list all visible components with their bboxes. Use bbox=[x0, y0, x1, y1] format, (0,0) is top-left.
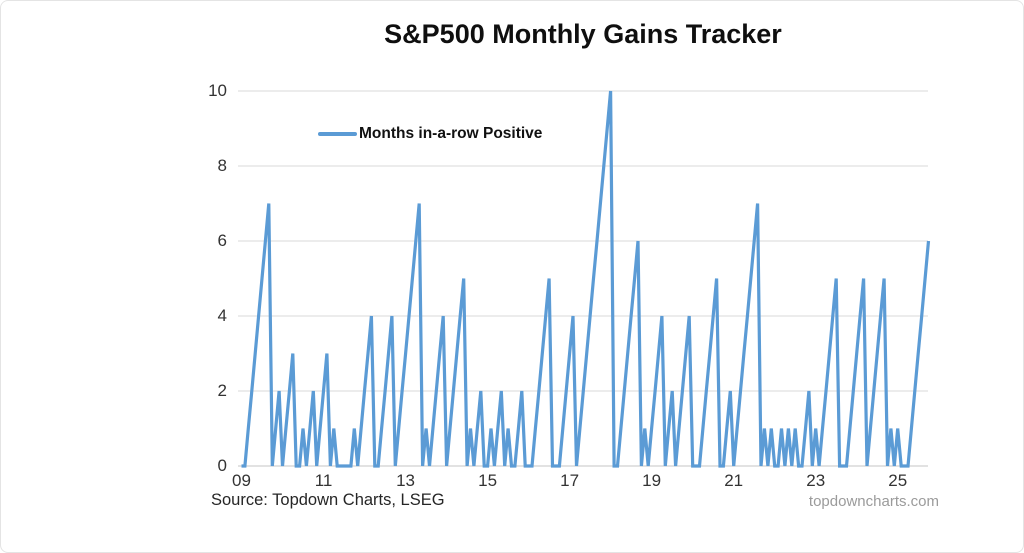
y-tick-label: 2 bbox=[217, 381, 227, 400]
legend-label: Months in-a-row Positive bbox=[359, 125, 543, 142]
source-attribution: Source: Topdown Charts, LSEG bbox=[211, 491, 445, 509]
chart-title: S&P500 Monthly Gains Tracker bbox=[384, 19, 782, 49]
x-tick-label: 13 bbox=[396, 471, 415, 490]
x-tick-label: 11 bbox=[314, 471, 333, 490]
x-tick-label: 21 bbox=[724, 471, 744, 490]
x-tick-label: 17 bbox=[560, 471, 580, 490]
watermark: topdowncharts.com bbox=[808, 493, 939, 510]
y-tick-label: 8 bbox=[217, 156, 227, 175]
y-tick-label: 6 bbox=[217, 231, 227, 250]
x-tick-label: 25 bbox=[888, 471, 908, 490]
x-tick-label: 09 bbox=[232, 471, 251, 490]
x-tick-label: 15 bbox=[478, 471, 498, 490]
legend: Months in-a-row Positive bbox=[318, 124, 542, 144]
legend-line-swatch bbox=[318, 132, 357, 136]
y-tick-label: 0 bbox=[217, 456, 227, 475]
x-tick-label: 23 bbox=[806, 471, 826, 490]
x-tick-label: 19 bbox=[642, 471, 662, 490]
series-line-months-in-a-row-positive bbox=[241, 90, 931, 468]
y-tick-label: 4 bbox=[217, 306, 227, 325]
y-tick-label: 10 bbox=[208, 81, 227, 100]
